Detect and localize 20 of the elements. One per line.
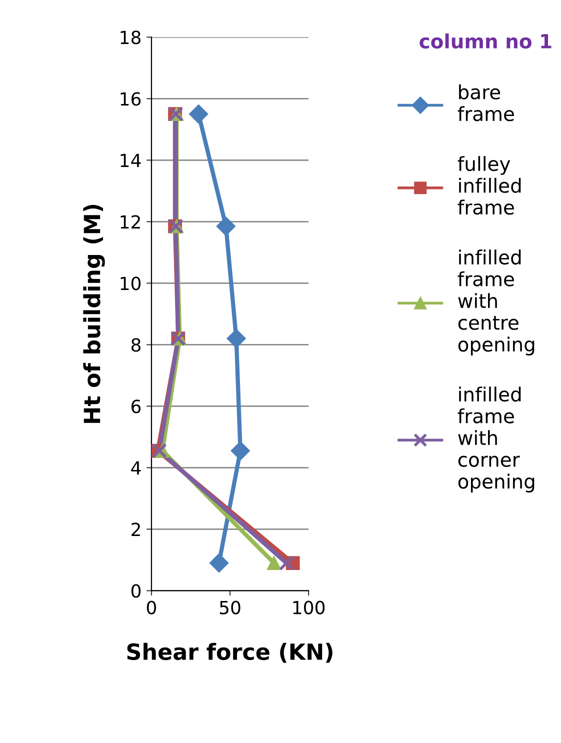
x-axis-title: Shear force (KN) [127,642,332,663]
legend-label: fulley infilled frame [458,156,521,215]
legend-label: infilled frame with corner opening [458,386,534,492]
y-tick-label: 8 [131,338,141,352]
y-tick-label: 10 [120,276,141,290]
y-tick-label: 16 [120,92,141,106]
legend-label: infilled frame with centre opening [458,250,534,356]
x-tick-label: 0 [146,600,156,614]
y-tick-label: 2 [132,522,140,536]
text: column no 1 [420,34,552,49]
y-tick-label: 4 [131,461,141,475]
y-tick-label: 12 [120,215,140,229]
x-tick-label: 100 [293,600,325,614]
y-tick-label: 0 [131,584,141,598]
y-tick-label: 6 [132,400,141,414]
y-axis-title: Ht of building (M) [83,204,105,423]
legend-label: bare frame [458,84,514,122]
x-tick-label: 50 [220,600,240,614]
y-tick-label: 18 [120,30,141,44]
y-tick-label: 14 [120,154,141,168]
